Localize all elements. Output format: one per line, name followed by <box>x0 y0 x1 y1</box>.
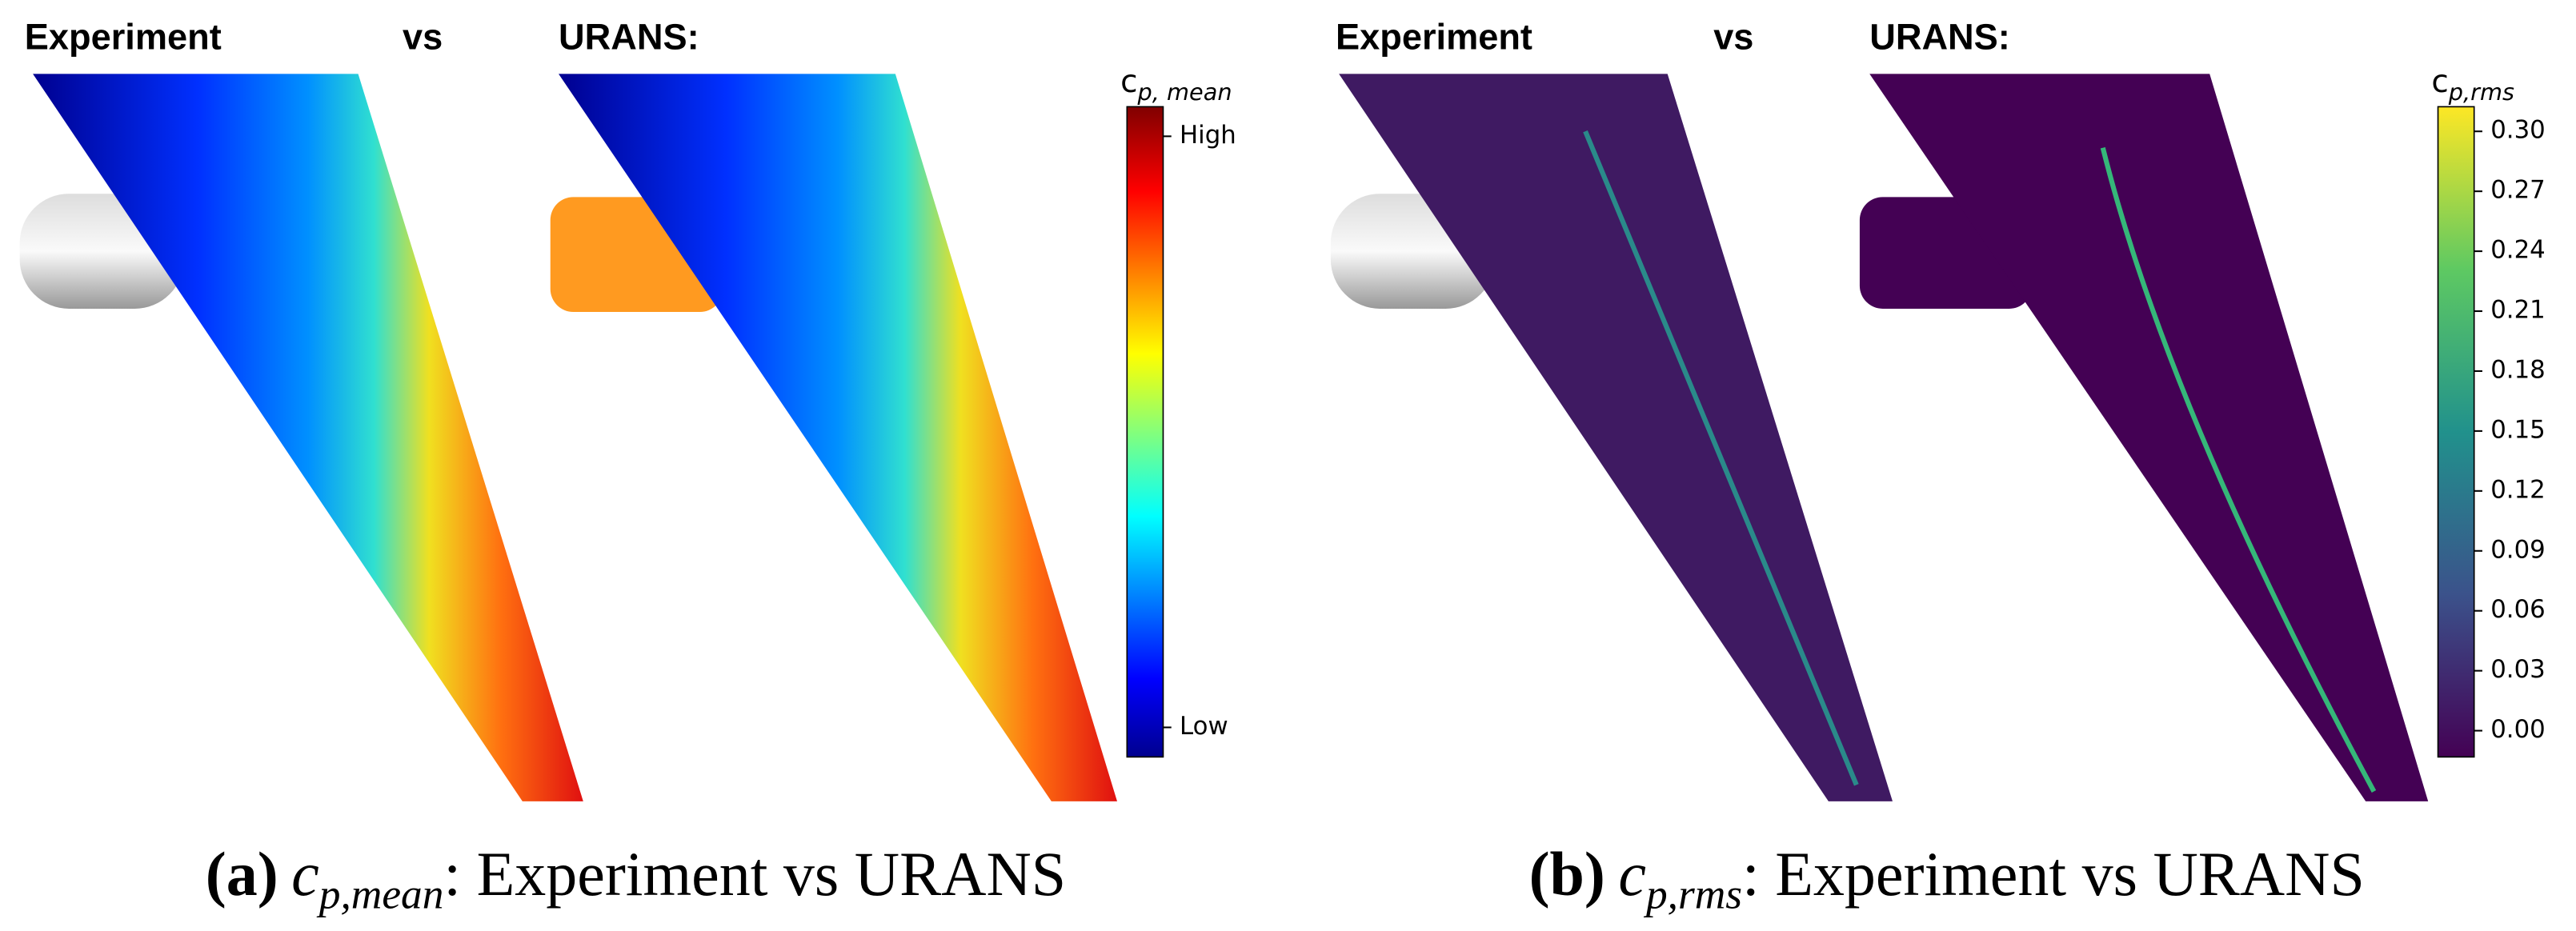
panel-heading: Experiment <box>1336 17 1532 58</box>
colorbar <box>1126 106 1164 758</box>
colorbar-tick-label: Low <box>1180 712 1228 741</box>
panel-heading: URANS: <box>559 17 699 58</box>
colorbar <box>2437 106 2475 758</box>
caption-tag: (a) <box>206 839 278 909</box>
colorbar-label: cp,rms <box>2431 64 2514 106</box>
colorbar-tick-label: 0.18 <box>2490 355 2546 384</box>
caption-symbol: c <box>1618 839 1646 909</box>
panel-heading: Experiment <box>25 17 222 58</box>
subscript: p, mean <box>1137 78 1232 106</box>
colorbar-tick-label: 0.09 <box>2490 535 2546 564</box>
shock-line <box>1583 130 1859 786</box>
panel-heading: vs <box>1713 17 1753 58</box>
wing-plots <box>19 74 2429 801</box>
colorbar-tick-label: High <box>1180 121 1236 150</box>
wing-experiment <box>33 74 583 801</box>
colorbar-tick-label: 0.00 <box>2490 715 2546 744</box>
panel-heading: vs <box>403 17 443 58</box>
caption-symbol: c <box>291 839 319 909</box>
colorbar-tick-label: 0.24 <box>2490 236 2546 265</box>
colorbar-tick-label: 0.03 <box>2490 655 2546 684</box>
colorbar-tick-label: 0.27 <box>2490 176 2546 205</box>
caption: (a) cp,mean: Experiment vs URANS <box>206 839 1066 917</box>
colorbar-tick-label: 0.30 <box>2490 116 2546 145</box>
caption-tag: (b) <box>1529 839 1605 909</box>
subscript: p,rms <box>2448 78 2514 106</box>
colorbar-tick-label: 0.06 <box>2490 595 2546 624</box>
wing-urans <box>1869 74 2429 801</box>
caption: (b) cp,rms: Experiment vs URANS <box>1529 839 2365 917</box>
panel-heading: URANS: <box>1869 17 2010 58</box>
caption-subscript: p,rms <box>1643 869 1742 917</box>
symbol: c <box>2431 64 2448 100</box>
wing-experiment <box>1339 74 1893 801</box>
colorbar-tick-label: 0.15 <box>2490 415 2546 444</box>
caption-text: : Experiment vs URANS <box>443 839 1066 909</box>
colorbar-tick-label: 0.12 <box>2490 475 2546 504</box>
caption-subscript: p,mean <box>316 869 444 917</box>
shock-line <box>2100 147 2377 793</box>
symbol: c <box>1120 64 1137 100</box>
caption-text: : Experiment vs URANS <box>1742 839 2365 909</box>
colorbar-tick-label: 0.21 <box>2490 296 2546 325</box>
colorbar-label: cp, mean <box>1120 64 1232 106</box>
wing-urans <box>559 74 1117 801</box>
